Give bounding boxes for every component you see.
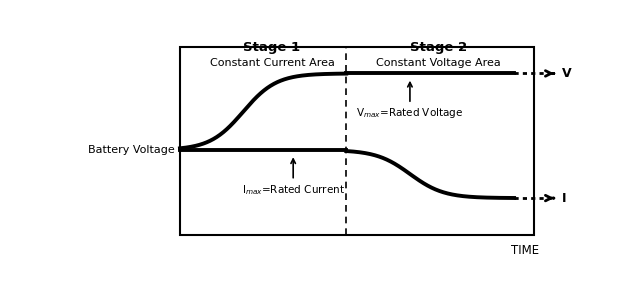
Text: Stage 1: Stage 1 [243,41,301,54]
Text: I$_{max}$=Rated Current: I$_{max}$=Rated Current [242,183,345,197]
Text: Stage 2: Stage 2 [410,41,467,54]
Text: V$_{max}$=Rated Voltage: V$_{max}$=Rated Voltage [356,106,463,120]
Text: I: I [562,192,566,204]
Text: Constant Current Area: Constant Current Area [209,58,334,68]
Text: TIME: TIME [510,244,539,257]
Text: V: V [562,67,571,80]
Text: Battery Voltage: Battery Voltage [88,145,175,155]
Bar [180,47,534,235]
Text: Constant Voltage Area: Constant Voltage Area [376,58,501,68]
